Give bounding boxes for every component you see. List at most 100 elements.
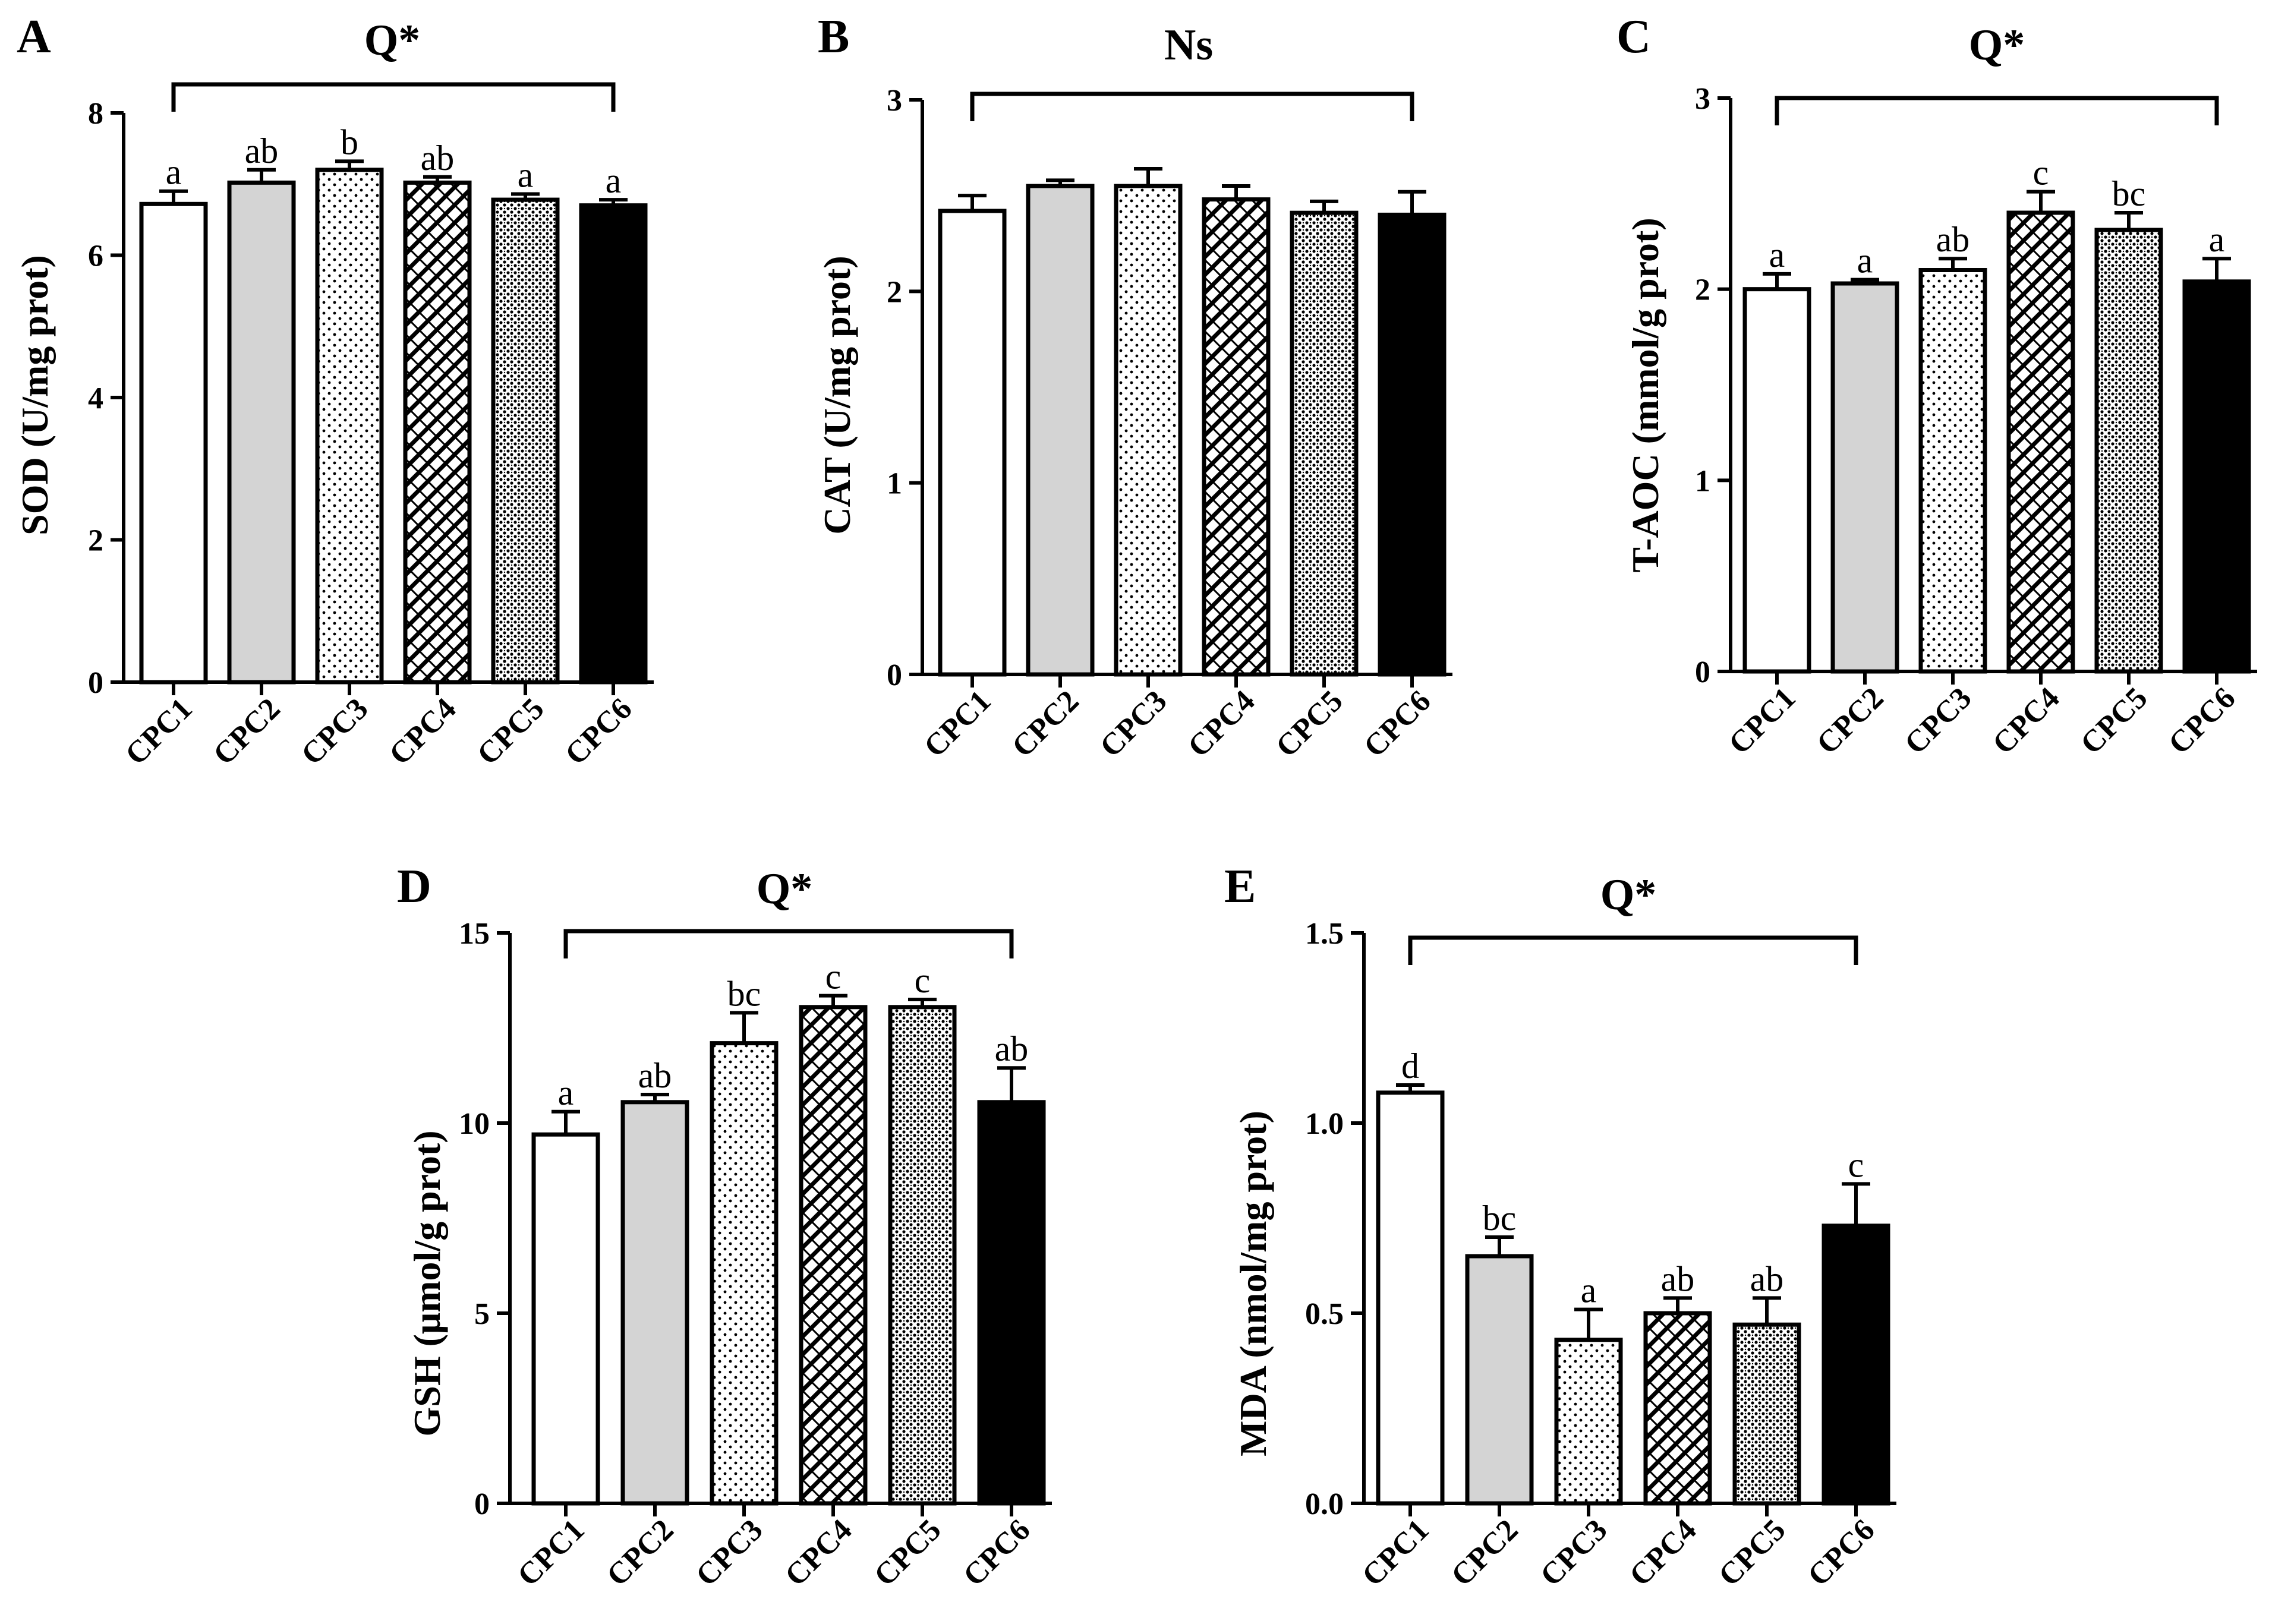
significance-label: ab <box>1750 1259 1784 1298</box>
bar <box>2182 279 2251 674</box>
bar <box>1742 287 1811 674</box>
category-label: CPC4 <box>779 1513 858 1593</box>
category-label: CPC1 <box>119 692 198 771</box>
significance-label: a <box>558 1073 574 1112</box>
panel-D: D Q* GSH (μmol/g prot) 0 5 10 15 a ab bc… <box>397 860 1052 1593</box>
error-bar <box>997 1066 1026 1102</box>
significance-label: bc <box>2112 174 2146 213</box>
error-bars <box>552 994 1026 1135</box>
category-label: CPC5 <box>868 1513 947 1593</box>
category-label: CPC6 <box>2162 681 2242 761</box>
bar <box>1202 197 1271 677</box>
bars <box>531 1005 1046 1506</box>
category-label: CPC5 <box>2074 681 2154 761</box>
x-ticks <box>970 674 1414 688</box>
significance-label: c <box>825 957 842 997</box>
bars <box>1742 210 2251 674</box>
comparison-bracket <box>970 92 1414 121</box>
category-label: CPC6 <box>957 1513 1036 1593</box>
error-bar <box>819 994 847 1007</box>
y-tick-label: 1.5 <box>1305 917 1344 951</box>
x-ticks <box>1775 671 2218 685</box>
y-tick-label: 3 <box>887 84 902 118</box>
bar <box>403 180 472 685</box>
x-ticks <box>172 682 615 695</box>
panel-letter: B <box>818 11 849 63</box>
significance-label: ab <box>1661 1259 1695 1298</box>
error-bar <box>1046 178 1074 187</box>
bar <box>1376 1090 1445 1506</box>
bar <box>1822 1223 1890 1506</box>
y-axis-label: GSH (μmol/g prot) <box>406 1130 448 1436</box>
error-bar <box>1574 1307 1603 1340</box>
y-tick-label: 1.0 <box>1305 1107 1344 1141</box>
error-bar <box>1663 1296 1692 1313</box>
bars <box>938 184 1447 677</box>
y-ticks <box>1718 96 1731 673</box>
error-bar <box>1485 1235 1514 1256</box>
error-bar <box>1842 1182 1870 1226</box>
bar <box>1114 184 1183 677</box>
panel-letter: C <box>1616 11 1651 63</box>
chart-title: Ns <box>1164 21 1213 70</box>
bars <box>1376 1090 1890 1506</box>
panel-letter: A <box>17 11 51 63</box>
x-ticks <box>1408 1503 1858 1516</box>
significance-labels: a ab bc c c ab <box>558 957 1029 1112</box>
bar <box>1918 268 1987 674</box>
category-label: CPC2 <box>1445 1513 1524 1593</box>
bar <box>938 209 1007 677</box>
significance-labels: a ab b ab a a <box>166 122 622 200</box>
y-tick-label: 15 <box>459 917 490 951</box>
error-bar <box>247 168 276 183</box>
error-bar <box>552 1109 580 1135</box>
category-labels: CPC1 CPC2 CPC3 CPC4 CPC5 CPC6 <box>1722 681 2242 761</box>
y-tick-labels: 0 2 4 6 8 <box>88 97 103 700</box>
chart-title: Q* <box>1969 21 2025 70</box>
y-tick-label: 0 <box>1695 655 1710 689</box>
significance-label: bc <box>1483 1199 1517 1238</box>
category-label: CPC2 <box>207 692 286 771</box>
significance-label: a <box>1769 235 1785 275</box>
error-bars <box>1763 190 2231 289</box>
category-label: CPC3 <box>689 1513 769 1593</box>
category-labels: CPC1 CPC2 CPC3 CPC4 CPC5 CPC6 <box>119 692 638 771</box>
category-label: CPC4 <box>1181 684 1261 764</box>
bar <box>1290 210 1359 677</box>
y-tick-label: 0.0 <box>1305 1487 1344 1521</box>
y-tick-label: 0 <box>474 1487 490 1521</box>
bar <box>579 203 648 685</box>
y-ticks <box>497 931 510 1505</box>
bar <box>799 1005 868 1506</box>
category-labels: CPC1 CPC2 CPC3 CPC4 CPC5 CPC6 <box>918 684 1437 764</box>
bar <box>977 1100 1046 1506</box>
chart-title: Q* <box>757 865 813 913</box>
significance-labels: a a ab c bc a <box>1769 153 2225 280</box>
panel-letter: E <box>1224 860 1256 913</box>
bar <box>1026 184 1095 677</box>
comparison-bracket <box>171 82 616 112</box>
category-label: CPC6 <box>1357 684 1437 764</box>
error-bar <box>2027 190 2055 213</box>
significance-label: ab <box>245 131 279 171</box>
chart-title: Q* <box>364 16 421 65</box>
bar <box>315 168 384 685</box>
bar <box>2094 228 2163 674</box>
y-tick-labels: 0 1 2 3 <box>887 84 902 692</box>
significance-label: d <box>1401 1046 1419 1086</box>
significance-label: c <box>2033 153 2049 193</box>
category-label: CPC1 <box>1356 1513 1435 1593</box>
y-axis-label: MDA (nmol/mg prot) <box>1232 1111 1274 1456</box>
category-labels: CPC1 CPC2 CPC3 CPC4 CPC5 CPC6 <box>1356 1513 1881 1593</box>
category-label: CPC5 <box>1712 1513 1792 1593</box>
y-tick-label: 4 <box>88 381 103 415</box>
significance-label: a <box>2209 220 2225 259</box>
bar <box>2006 210 2075 674</box>
significance-label: bc <box>727 974 761 1013</box>
error-bar <box>2114 211 2143 230</box>
significance-label: c <box>915 961 931 1000</box>
panel-C: C Q* T-AOC (mmol/g prot) 0 1 2 3 a a ab … <box>1616 11 2257 761</box>
panel-B: B Ns CAT (U/mg prot) 0 1 2 3 <box>816 11 1452 764</box>
category-label: CPC3 <box>1534 1513 1614 1593</box>
category-label: CPC5 <box>1269 684 1349 764</box>
